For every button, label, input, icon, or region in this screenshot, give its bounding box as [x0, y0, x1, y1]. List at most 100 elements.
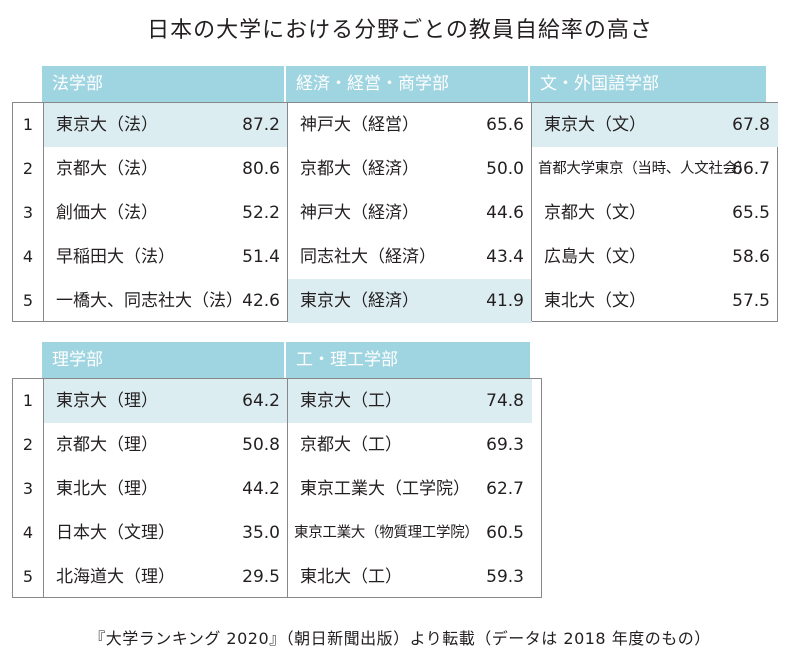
- rate-value: 50.0: [486, 159, 524, 179]
- rank-number: 3: [22, 479, 34, 498]
- table-row: 東京大（法） 87.2: [44, 103, 288, 147]
- rate-value: 41.9: [486, 291, 524, 311]
- rank-column: 1 2 3 4 5: [13, 379, 43, 597]
- table-row: 北海道大（理） 29.5: [44, 555, 288, 599]
- rate-value: 58.6: [732, 247, 770, 267]
- rate-value: 52.2: [242, 203, 280, 223]
- rate-value: 59.3: [486, 567, 524, 587]
- university-name: 神戸大（経済）: [300, 203, 419, 223]
- rate-value: 87.2: [242, 115, 280, 135]
- university-name: 東京大（文）: [544, 115, 646, 135]
- column-header-engineering: 工・理工学部: [286, 342, 530, 378]
- university-name: 東北大（文）: [544, 291, 646, 311]
- rate-value: 44.6: [486, 203, 524, 223]
- table-row: 東北大（文） 57.5: [532, 279, 778, 323]
- rank-number: 1: [22, 115, 34, 134]
- university-name: 東京大（工）: [300, 391, 402, 411]
- rate-value: 44.2: [242, 479, 280, 499]
- column-header-letters: 文・外国語学部: [530, 66, 766, 102]
- table-row: 東北大（工） 59.3: [288, 555, 532, 599]
- rate-value: 74.8: [486, 391, 524, 411]
- table-row: 東北大（理） 44.2: [44, 467, 288, 511]
- university-name: 東京大（理）: [56, 391, 158, 411]
- rank-number: 2: [22, 159, 34, 178]
- rate-value: 57.5: [732, 291, 770, 311]
- column-header-economics: 経済・経営・商学部: [286, 66, 530, 102]
- table-body: 1 2 3 4 5 東京大（法） 87.2 京都大（法） 80.6 創価大（法）…: [12, 102, 778, 323]
- rate-value: 67.8: [732, 115, 770, 135]
- column-header-science: 理学部: [42, 342, 286, 378]
- university-name: 京都大（文）: [544, 203, 646, 223]
- university-name: 神戸大（経営）: [300, 115, 419, 135]
- rank-number: 2: [22, 435, 34, 454]
- rank-column: 1 2 3 4 5: [13, 103, 43, 321]
- table-row: 京都大（理） 50.8: [44, 423, 288, 467]
- rate-value: 62.7: [486, 479, 524, 499]
- rate-value: 29.5: [242, 567, 280, 587]
- table-body: 1 2 3 4 5 東京大（理） 64.2 京都大（理） 50.8 東北大（理）…: [12, 378, 542, 598]
- table-row: 東京大（文） 67.8: [532, 103, 778, 147]
- source-note: 『大学ランキング 2020』（朝日新聞出版）より転載（データは 2018 年度の…: [89, 629, 711, 648]
- university-name: 東北大（工）: [300, 567, 402, 587]
- university-name: 京都大（工）: [300, 435, 402, 455]
- university-name: 創価大（法）: [56, 203, 158, 223]
- table-row: 一橋大、同志社大（法） 42.6: [44, 279, 288, 323]
- rate-value: 80.6: [242, 159, 280, 179]
- rank-number: 3: [22, 203, 34, 222]
- rate-value: 50.8: [242, 435, 280, 455]
- university-name: 日本大（文理）: [56, 523, 175, 543]
- rate-value: 65.5: [732, 203, 770, 223]
- ranking-table-humanities: 法学部 経済・経営・商学部 文・外国語学部 1 2 3 4 5 東京大（法） 8…: [12, 66, 778, 323]
- table-header-row: 理学部 工・理工学部: [42, 342, 530, 378]
- university-name: 京都大（法）: [56, 159, 158, 179]
- table-row: 同志社大（経済） 43.4: [288, 235, 532, 279]
- table-row: 東京大（理） 64.2: [44, 379, 288, 423]
- university-name: 広島大（文）: [544, 247, 646, 267]
- table-row: 京都大（工） 69.3: [288, 423, 532, 467]
- column-header-law: 法学部: [42, 66, 286, 102]
- rate-value: 64.2: [242, 391, 280, 411]
- university-name: 一橋大、同志社大（法）: [56, 291, 243, 311]
- university-name: 東京工業大（工学院）: [300, 479, 470, 499]
- rate-value: 60.5: [486, 523, 524, 543]
- table-row: 京都大（経済） 50.0: [288, 147, 532, 191]
- table-header-row: 法学部 経済・経営・商学部 文・外国語学部: [42, 66, 766, 102]
- rank-number: 1: [22, 391, 34, 410]
- rate-value: 69.3: [486, 435, 524, 455]
- table-row: 首都大学東京（当時、人文社会） 66.7: [532, 147, 778, 191]
- university-name: 首都大学東京（当時、人文社会）: [538, 161, 751, 177]
- ranking-table-sciences: 理学部 工・理工学部 1 2 3 4 5 東京大（理） 64.2 京都大（理） …: [12, 342, 542, 598]
- university-name: 東京工業大（物質理工学院）: [294, 525, 479, 541]
- engineering-column: 東京大（工） 74.8 京都大（工） 69.3 東京工業大（工学院） 62.7 …: [287, 379, 532, 597]
- university-name: 同志社大（経済）: [300, 247, 436, 267]
- university-name: 東京大（経済）: [300, 291, 419, 311]
- table-row: 京都大（文） 65.5: [532, 191, 778, 235]
- rate-value: 42.6: [242, 291, 280, 311]
- university-name: 京都大（経済）: [300, 159, 419, 179]
- table-row: 京都大（法） 80.6: [44, 147, 288, 191]
- letters-column: 東京大（文） 67.8 首都大学東京（当時、人文社会） 66.7 京都大（文） …: [531, 103, 778, 321]
- rate-value: 66.7: [732, 159, 770, 179]
- law-column: 東京大（法） 87.2 京都大（法） 80.6 創価大（法） 52.2 早稲田大…: [43, 103, 288, 321]
- university-name: 京都大（理）: [56, 435, 158, 455]
- table-row: 創価大（法） 52.2: [44, 191, 288, 235]
- table-row: 早稲田大（法） 51.4: [44, 235, 288, 279]
- rank-number: 4: [22, 523, 34, 542]
- table-row: 東京大（経済） 41.9: [288, 279, 532, 323]
- table-row: 神戸大（経済） 44.6: [288, 191, 532, 235]
- university-name: 早稲田大（法）: [56, 247, 175, 267]
- table-row: 東京工業大（工学院） 62.7: [288, 467, 532, 511]
- science-column: 東京大（理） 64.2 京都大（理） 50.8 東北大（理） 44.2 日本大（…: [43, 379, 288, 597]
- table-row: 東京工業大（物質理工学院） 60.5: [288, 511, 532, 555]
- rank-number: 5: [22, 567, 34, 586]
- university-name: 東京大（法）: [56, 115, 158, 135]
- university-name: 北海道大（理）: [56, 567, 175, 587]
- rank-number: 4: [22, 247, 34, 266]
- rate-value: 35.0: [242, 523, 280, 543]
- rate-value: 65.6: [486, 115, 524, 135]
- table-row: 神戸大（経営） 65.6: [288, 103, 532, 147]
- page-title: 日本の大学における分野ごとの教員自給率の高さ: [147, 18, 653, 43]
- table-row: 広島大（文） 58.6: [532, 235, 778, 279]
- rate-value: 43.4: [486, 247, 524, 267]
- table-row: 日本大（文理） 35.0: [44, 511, 288, 555]
